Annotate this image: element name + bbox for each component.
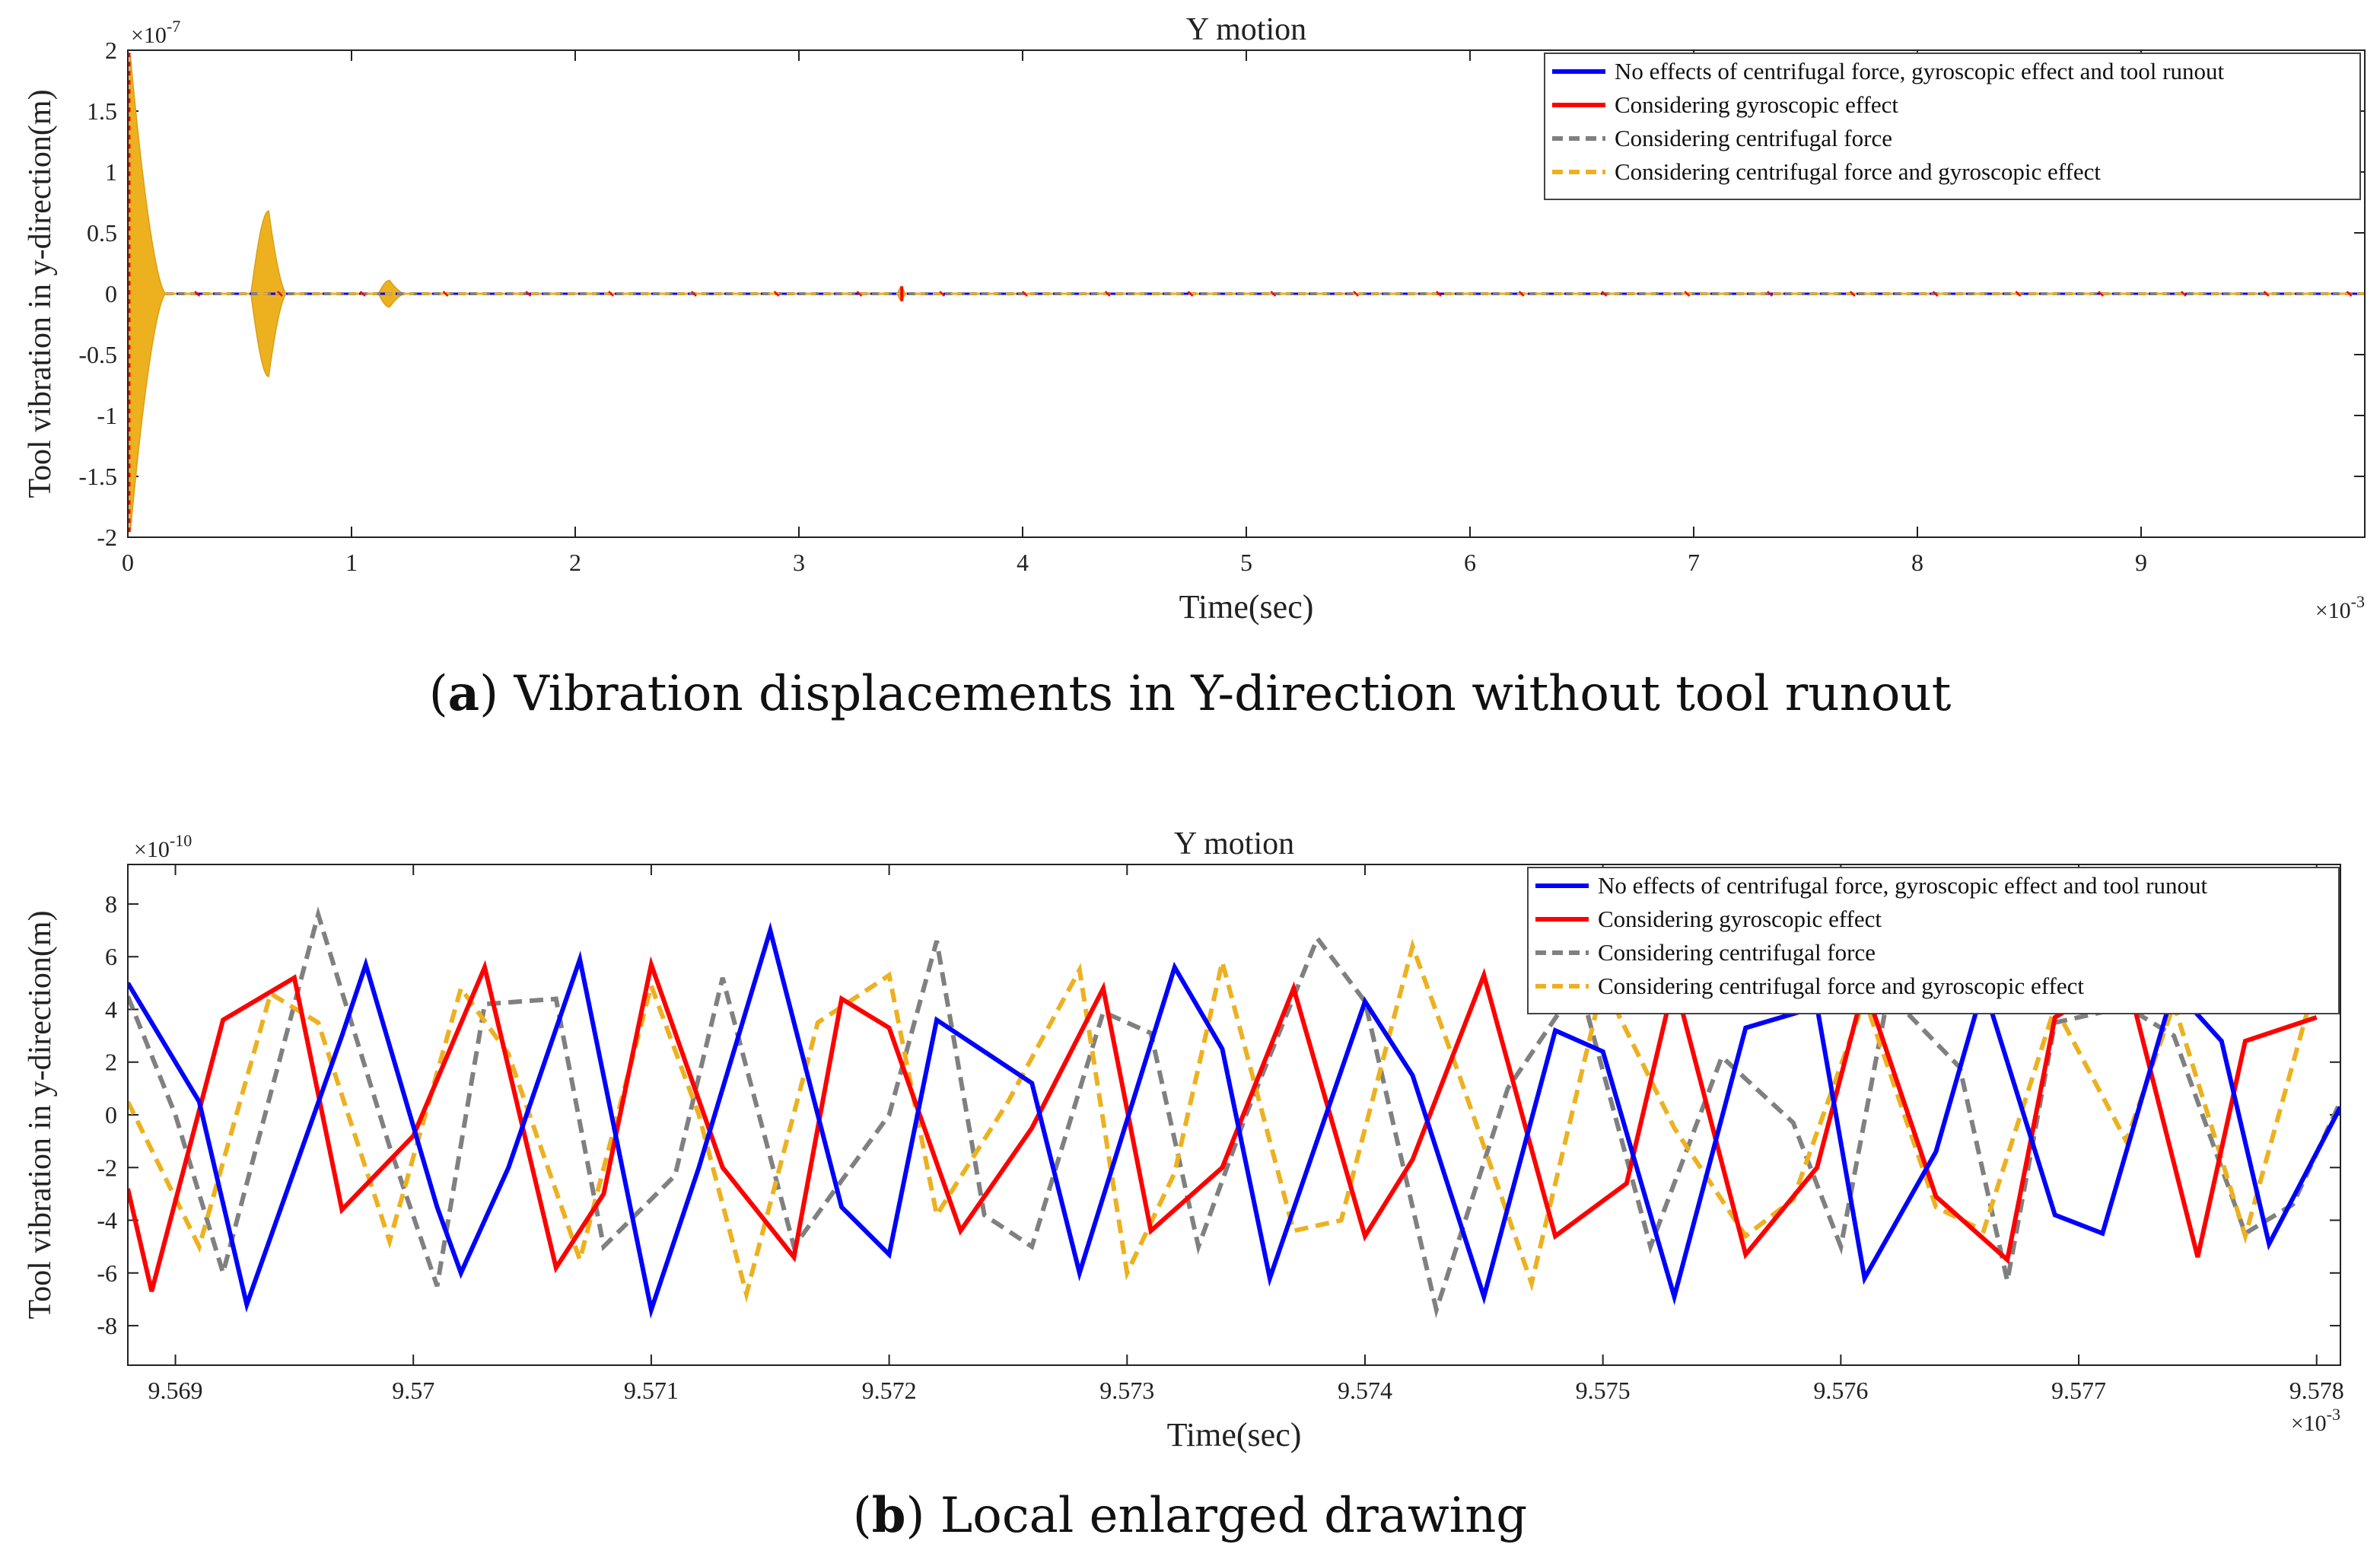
y-tick-label: -2 [97,524,117,551]
y-tick-label: 1 [105,158,117,186]
x-tick-label: 9.572 [862,1377,917,1404]
y-tick-label: 0.5 [87,219,117,247]
x-tick-label: 9.57 [392,1377,434,1404]
x-tick-label: 9.574 [1338,1377,1392,1404]
chart-title: Y motion [1174,826,1294,861]
caption-b-text: Local enlarged drawing [940,1488,1527,1544]
legend-label-3: Considering centrifugal force [1615,125,1892,151]
caption-a: (a) Vibration displacements in Y-directi… [0,665,2380,722]
caption-a-text: Vibration displacements in Y-direction w… [514,666,1951,722]
legend-label-4: Considering centrifugal force and gyrosc… [1615,158,2101,185]
legend-label-2: Considering gyroscopic effect [1598,906,1882,932]
y-tick-label: 2 [105,37,117,64]
x-tick-label: 9.569 [148,1377,203,1404]
y-tick-label: -1 [97,402,117,429]
x-tick-label: 6 [1464,549,1476,576]
x-tick-label: 4 [1017,549,1029,576]
y-exponent-power: -10 [170,831,192,850]
caption-a-label: a [448,665,479,722]
x-tick-label: 9.575 [1576,1377,1631,1404]
x-tick-label: 8 [1911,549,1923,576]
x-tick-label: 0 [122,549,134,576]
x-tick-label: 9 [2135,549,2147,576]
x-tick-label: 9.571 [624,1377,679,1404]
y-tick-label: -4 [97,1207,117,1234]
x-tick-label: 9.576 [1813,1377,1868,1404]
y-exponent: ×10-7 [131,17,180,48]
y-tick-label: 6 [105,943,117,970]
y-axis-label: Tool vibration in y-direction(m) [23,910,58,1319]
y-tick-label: -1.5 [78,463,117,490]
x-exponent-power: -3 [2351,592,2365,611]
y-tick-label: -6 [97,1259,117,1287]
x-tick-label: 9.578 [2289,1377,2344,1404]
x-tick-label: 7 [1688,549,1700,576]
y-tick-label: 0 [105,1101,117,1129]
y-tick-label: 0 [105,280,117,307]
y-tick-label: 1.5 [87,97,117,125]
legend-label-2: Considering gyroscopic effect [1615,91,1898,118]
chart-title: Y motion [1186,12,1306,47]
chart-a: 0 1 2 3 4 5 6 7 8 9 -2 -1.5 -1 -0.5 0 0.5 1 1.5 2 Y motion T… [23,12,2365,626]
x-tick-label: 9.573 [1099,1377,1154,1404]
x-tick-label: 3 [793,549,805,576]
x-axis-label: Time(sec) [1167,1416,1302,1453]
y-tick-label: -8 [97,1312,117,1339]
y-tick-label: -2 [97,1154,117,1181]
legend-label-3: Considering centrifugal force [1598,939,1876,966]
y-exponent: ×10-10 [134,831,192,862]
chart-b: 9.569 9.57 9.571 9.572 9.573 9.574 9.575 9.576 9… [23,826,2344,1453]
figure: 0 1 2 3 4 5 6 7 8 9 -2 -1.5 -1 -0.5 0 0.5 1 1.5 2 Y motion T… [0,0,2380,1560]
y-exponent-power: -7 [167,17,180,36]
y-tick-label: 4 [105,995,117,1023]
x-axis-label: Time(sec) [1179,588,1314,626]
x-exponent-power: -3 [2327,1405,2340,1424]
y-axis-label: Tool vibration in y-direction(m) [23,89,58,498]
x-exponent: ×10-3 [2291,1405,2340,1436]
x-tick-label: 5 [1240,549,1252,576]
legend-label-4: Considering centrifugal force and gyrosc… [1598,973,2084,999]
x-exponent: ×10-3 [2315,592,2365,623]
y-tick-label: 8 [105,890,117,918]
y-tick-label: -0.5 [78,341,117,368]
caption-b: (b) Local enlarged drawing [0,1487,2380,1544]
x-tick-label: 2 [569,549,581,576]
legend-label-1: No effects of centrifugal force, gyrosco… [1615,58,2224,84]
legend-label-1: No effects of centrifugal force, gyrosco… [1598,872,2207,899]
y-tick-label: 2 [105,1049,117,1076]
x-tick-label: 9.577 [2051,1377,2106,1404]
x-tick-label: 1 [345,549,358,576]
caption-b-label: b [872,1487,906,1544]
